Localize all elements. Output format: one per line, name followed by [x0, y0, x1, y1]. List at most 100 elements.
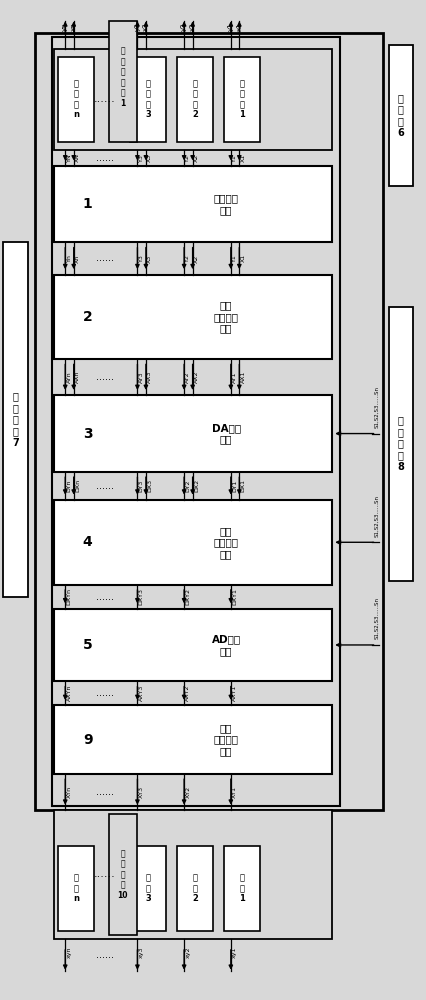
Text: y1: y1: [228, 23, 234, 31]
Text: DX1: DX1: [241, 479, 246, 492]
Text: ......: ......: [96, 253, 114, 263]
Text: AY3: AY3: [139, 371, 144, 383]
Text: ......: ......: [96, 950, 114, 960]
Text: DYn: DYn: [66, 480, 72, 492]
Text: AYn: AYn: [66, 371, 72, 383]
Text: XN: XN: [75, 153, 80, 162]
Text: X1: X1: [241, 254, 246, 262]
Text: x2: x2: [190, 23, 196, 31]
Text: 通
信
模
块
8: 通 信 模 块 8: [397, 415, 404, 472]
Text: XY1: XY1: [232, 786, 237, 798]
Text: X1: X1: [241, 154, 246, 162]
Text: S1,S2,S3......Sn: S1,S2,S3......Sn: [374, 386, 379, 428]
FancyBboxPatch shape: [54, 500, 332, 585]
Text: ......: ......: [96, 153, 114, 163]
Text: 电
源
系
统
7: 电 源 系 统 7: [12, 391, 19, 448]
Text: AY2: AY2: [185, 371, 190, 383]
Text: xy3: xy3: [139, 947, 144, 958]
Text: AXY1: AXY1: [232, 685, 237, 701]
FancyBboxPatch shape: [389, 307, 412, 581]
FancyBboxPatch shape: [130, 846, 166, 931]
Text: 信
号
转
换
器
1: 信 号 转 换 器 1: [120, 47, 125, 108]
Text: YN: YN: [66, 153, 72, 162]
Text: Y3: Y3: [139, 254, 144, 262]
Text: AXYn: AXYn: [66, 685, 72, 701]
Text: Y2: Y2: [185, 254, 190, 262]
Text: AXY3: AXY3: [139, 685, 144, 701]
Text: AXY2: AXY2: [185, 685, 190, 701]
FancyBboxPatch shape: [35, 33, 383, 810]
Text: 传
感
器
3: 传 感 器 3: [145, 79, 151, 119]
Text: ......: ......: [96, 787, 114, 797]
Text: S1,S2,S3......Sn: S1,S2,S3......Sn: [374, 597, 379, 639]
Text: xyn: xyn: [66, 947, 72, 958]
Text: X3: X3: [147, 154, 152, 162]
Text: yn: yn: [62, 23, 68, 31]
Text: Yn: Yn: [66, 254, 72, 262]
Text: AX2: AX2: [194, 371, 199, 383]
Text: ......: ......: [96, 688, 114, 698]
Text: DY2: DY2: [185, 480, 190, 492]
FancyBboxPatch shape: [54, 166, 332, 242]
Text: AXn: AXn: [75, 371, 80, 383]
Text: DXY3: DXY3: [139, 588, 144, 605]
Text: XY2: XY2: [185, 786, 190, 798]
FancyBboxPatch shape: [224, 846, 260, 931]
Text: 信号
多路选择
模块: 信号 多路选择 模块: [214, 723, 239, 756]
FancyBboxPatch shape: [3, 242, 28, 597]
Text: 传
感
器
6: 传 感 器 6: [397, 93, 404, 138]
FancyBboxPatch shape: [109, 814, 137, 935]
Text: 5: 5: [83, 638, 92, 652]
FancyBboxPatch shape: [54, 275, 332, 359]
Text: 9: 9: [83, 733, 92, 747]
Text: Y2: Y2: [185, 154, 190, 162]
Text: 2: 2: [83, 310, 92, 324]
Text: AX3: AX3: [147, 371, 152, 383]
Text: ......: ......: [94, 94, 115, 104]
Text: xy1: xy1: [232, 947, 237, 958]
Text: Y1: Y1: [232, 255, 237, 262]
Text: 电
路
2: 电 路 2: [192, 874, 198, 903]
Text: XY3: XY3: [139, 786, 144, 798]
Text: ......: ......: [94, 869, 115, 879]
Text: S1,S2,S3......Sn: S1,S2,S3......Sn: [374, 495, 379, 537]
Text: DA转换
模块: DA转换 模块: [212, 423, 241, 444]
Text: AD转换
模块: AD转换 模块: [212, 634, 241, 656]
Text: 传
感
器
n: 传 感 器 n: [73, 79, 79, 119]
Text: Xn: Xn: [75, 254, 80, 263]
FancyBboxPatch shape: [177, 57, 213, 142]
Text: ......: ......: [96, 372, 114, 382]
Text: x1: x1: [236, 23, 242, 31]
Text: 电
路
n: 电 路 n: [73, 874, 79, 903]
Text: x3: x3: [143, 23, 149, 31]
Text: Y3: Y3: [139, 154, 144, 162]
FancyBboxPatch shape: [224, 57, 260, 142]
Text: DX3: DX3: [147, 479, 152, 492]
Text: DXn: DXn: [75, 479, 80, 492]
Text: DXY1: DXY1: [232, 588, 237, 605]
FancyBboxPatch shape: [54, 49, 332, 150]
Text: 3: 3: [83, 427, 92, 441]
Text: xn: xn: [71, 23, 77, 31]
Text: 电
路
3: 电 路 3: [145, 874, 151, 903]
FancyBboxPatch shape: [54, 609, 332, 681]
Text: 1: 1: [83, 197, 92, 211]
Text: X2: X2: [194, 154, 199, 162]
FancyBboxPatch shape: [389, 45, 412, 186]
Text: DXYn: DXYn: [66, 588, 72, 605]
Text: X2: X2: [194, 254, 199, 263]
FancyBboxPatch shape: [109, 21, 137, 142]
Text: AY1: AY1: [232, 371, 237, 383]
Text: DXY2: DXY2: [185, 588, 190, 605]
Text: 传
感
器
1: 传 感 器 1: [239, 79, 245, 119]
Text: y3: y3: [135, 23, 141, 31]
FancyBboxPatch shape: [130, 57, 166, 142]
Text: ......: ......: [96, 481, 114, 491]
Text: xy2: xy2: [185, 947, 190, 958]
Text: ......: ......: [96, 592, 114, 602]
Text: 信号
多路选择
模块: 信号 多路选择 模块: [214, 300, 239, 333]
Text: 输
入
通
道
10: 输 入 通 道 10: [118, 849, 128, 900]
Text: DY3: DY3: [139, 480, 144, 492]
FancyBboxPatch shape: [177, 846, 213, 931]
FancyBboxPatch shape: [54, 705, 332, 774]
